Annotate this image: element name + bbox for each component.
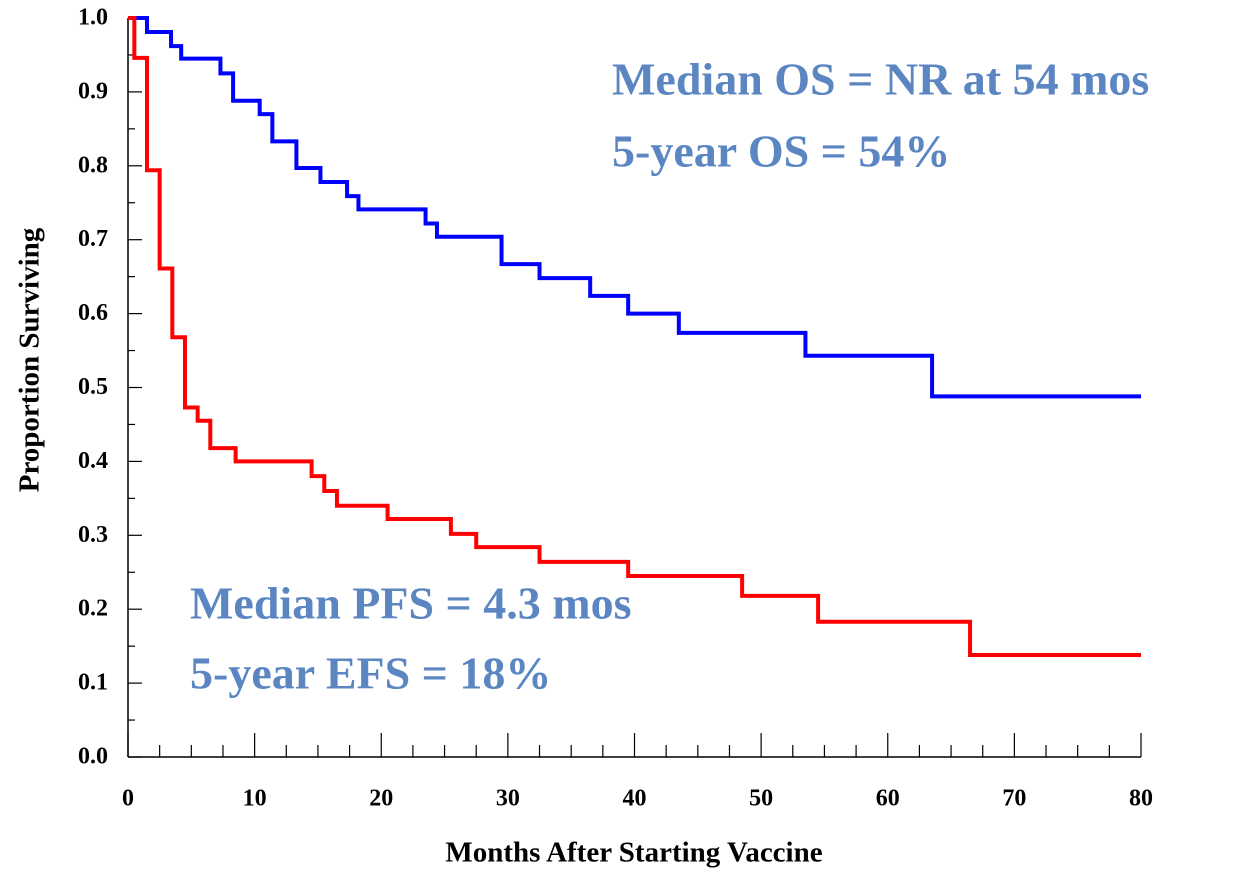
x-tick-label: 70	[1002, 786, 1026, 812]
y-tick-label: 1.0	[78, 5, 108, 31]
x-tick-label: 40	[623, 786, 647, 812]
y-tick-label: 0.3	[78, 522, 108, 548]
survival-curve	[128, 16, 1141, 658]
annotation: Median PFS = 4.3 mos	[190, 578, 632, 629]
x-tick-label: 10	[243, 786, 267, 812]
y-tick-label: 0.9	[78, 78, 108, 104]
y-tick-label: 0.7	[78, 226, 108, 252]
y-tick-label: 0.2	[78, 596, 108, 622]
annotation: 5-year EFS = 18%	[190, 648, 551, 699]
y-tick-label: 0.1	[78, 670, 108, 696]
x-axis-label: Months After Starting Vaccine	[445, 837, 822, 869]
x-tick-label: 30	[496, 786, 520, 812]
x-tick-label: 60	[876, 786, 900, 812]
x-tick-label: 80	[1129, 786, 1153, 812]
x-tick-label: 0	[122, 786, 134, 812]
y-tick-label: 0.0	[78, 744, 108, 770]
y-tick-label: 0.8	[78, 152, 108, 178]
y-axis-label: Proportion Surviving	[14, 227, 46, 492]
x-tick-label: 50	[749, 786, 773, 812]
annotation: Median OS = NR at 54 mos	[612, 54, 1149, 105]
annotation: 5-year OS = 54%	[612, 126, 950, 177]
survival-curve	[128, 16, 1141, 399]
y-tick-label: 0.6	[78, 300, 108, 326]
y-tick-label: 0.5	[78, 374, 108, 400]
x-tick-label: 20	[369, 786, 393, 812]
y-tick-label: 0.4	[78, 448, 108, 474]
